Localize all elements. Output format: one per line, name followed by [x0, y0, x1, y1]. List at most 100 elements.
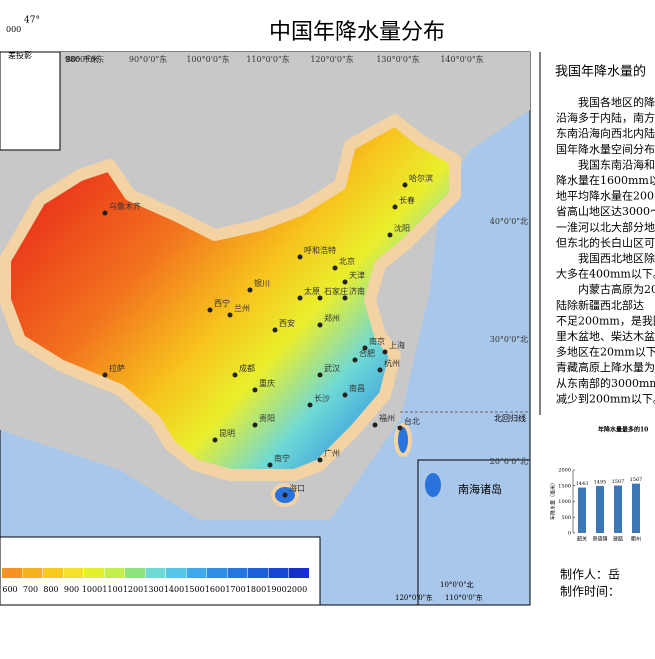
- city-label: 乌鲁木齐: [109, 201, 141, 211]
- city-dot: [307, 402, 313, 408]
- scale-text: 000: [6, 25, 21, 34]
- legend-label: 600: [2, 585, 17, 594]
- longitude-label: 90°0'0"东: [129, 54, 167, 64]
- city-dot: [227, 312, 233, 318]
- x-tick-label: 建瓯: [613, 536, 623, 543]
- legend-swatch: [145, 568, 166, 578]
- legend-label: 1300: [143, 585, 163, 594]
- city-dot: [342, 392, 348, 398]
- data-label: 1495: [594, 479, 607, 485]
- author: 制作人：岳: [560, 568, 620, 582]
- city-dot: [297, 295, 303, 301]
- x-tick-label: 衢州: [631, 536, 641, 543]
- panel-line: 沿海多于内陆，南方: [556, 111, 655, 125]
- legend-label: 1400: [164, 585, 184, 594]
- city-dot: [387, 232, 393, 238]
- city-label: 南京: [369, 336, 385, 346]
- scale-text: 980 千米: [65, 54, 99, 64]
- longitude-label: 130°0'0"东: [376, 54, 419, 64]
- y-tick-label: 1500: [558, 483, 571, 489]
- scale-text: 47°: [24, 16, 40, 26]
- y-tick-label: 500: [561, 515, 571, 521]
- city-dot: [282, 492, 288, 498]
- panel-line: 内蒙古高原为200～: [578, 282, 655, 296]
- legend-swatch: [207, 568, 227, 578]
- longitude-label: 110°0'0"东: [246, 54, 289, 64]
- city-label: 上海: [389, 340, 405, 350]
- legend-swatch: [43, 568, 63, 578]
- legend-swatch: [186, 568, 207, 578]
- city-dot: [392, 204, 398, 210]
- city-dot: [297, 254, 303, 260]
- city-dot: [352, 357, 358, 363]
- legend-swatch: [22, 568, 43, 578]
- panel-line: 我国各地区的降: [578, 95, 655, 109]
- legend-swatch: [268, 568, 289, 578]
- city-label: 贵阳: [259, 413, 275, 423]
- city-dot: [332, 265, 338, 271]
- city-dot: [232, 372, 238, 378]
- city-dot: [317, 322, 323, 328]
- scale-box: [0, 51, 61, 151]
- city-label: 台北: [404, 416, 420, 426]
- city-dot: [362, 345, 368, 351]
- city-label: 合肥: [359, 348, 375, 358]
- latitude-label: 40°0'0"北: [490, 217, 528, 226]
- panel-line: 青藏高原上降水量为: [556, 360, 655, 374]
- city-label: 广州: [324, 448, 340, 458]
- city-dot: [102, 210, 108, 216]
- inset-title: 南海诸岛: [458, 482, 502, 496]
- panel-line: 国年降水量空间分布: [556, 142, 655, 156]
- longitude-label: 120°0'0"东: [310, 54, 353, 64]
- scale-text: 差投影: [8, 50, 32, 60]
- chart-title: 年降水量最多的10: [598, 426, 648, 434]
- legend-label: 1500: [184, 585, 204, 594]
- city-label: 重庆: [259, 378, 275, 388]
- city-dot: [102, 372, 108, 378]
- panel-line: 降水量在1600mm以上: [556, 173, 655, 187]
- legend-label: 1600: [205, 585, 225, 594]
- panel-line: 减少到200mm以下。: [556, 392, 655, 405]
- city-label: 西安: [279, 318, 295, 328]
- legend-label: 1900: [266, 585, 286, 594]
- city-label: 南宁: [274, 453, 290, 463]
- longitude-label: 80°0'0"东: [66, 54, 104, 64]
- bar: [578, 487, 586, 533]
- city-dot: [317, 457, 323, 463]
- city-label: 杭州: [384, 358, 400, 368]
- legend-label: 1800: [246, 585, 266, 594]
- legend-swatch: [289, 568, 309, 578]
- city-dot: [272, 327, 278, 333]
- latitude-label: 30°0'0"北: [490, 335, 528, 344]
- y-tick-label: 1000: [558, 499, 571, 505]
- inset-lon: 120°0'0"东: [395, 593, 433, 602]
- legend-label: 800: [43, 585, 58, 594]
- city-label: 福州: [379, 414, 395, 423]
- legend-label: 2000: [287, 585, 307, 594]
- data-label: 1567: [630, 477, 643, 483]
- city-dot: [342, 279, 348, 285]
- city-dot: [372, 422, 378, 428]
- date: 制作时间：: [560, 585, 620, 599]
- legend-label: 1200: [123, 585, 143, 594]
- city-label: 石家庄: [324, 286, 348, 296]
- city-label: 南昌: [349, 383, 365, 393]
- x-tick-label: 韶关: [577, 536, 587, 543]
- legend-swatch: [166, 568, 186, 578]
- city-dot: [212, 437, 218, 443]
- taiwan: [394, 423, 412, 457]
- city-dot: [397, 425, 403, 431]
- panel-line: 里木盆地、柴达木盆: [556, 329, 655, 343]
- city-label: 西宁: [214, 298, 230, 308]
- inset-lon: 110°0'0"东: [445, 593, 483, 602]
- legend-label: 900: [64, 585, 79, 594]
- city-dot: [247, 287, 253, 293]
- city-label: 北京: [339, 256, 355, 266]
- data-label: 1443: [576, 481, 589, 487]
- longitude-label: 100°0'0"东: [186, 54, 229, 64]
- y-label: 年降水量（毫米）: [550, 480, 557, 520]
- latitude-label: 20°0'0"北: [490, 457, 528, 466]
- city-label: 长春: [399, 195, 415, 205]
- legend-label: 1700: [225, 585, 245, 594]
